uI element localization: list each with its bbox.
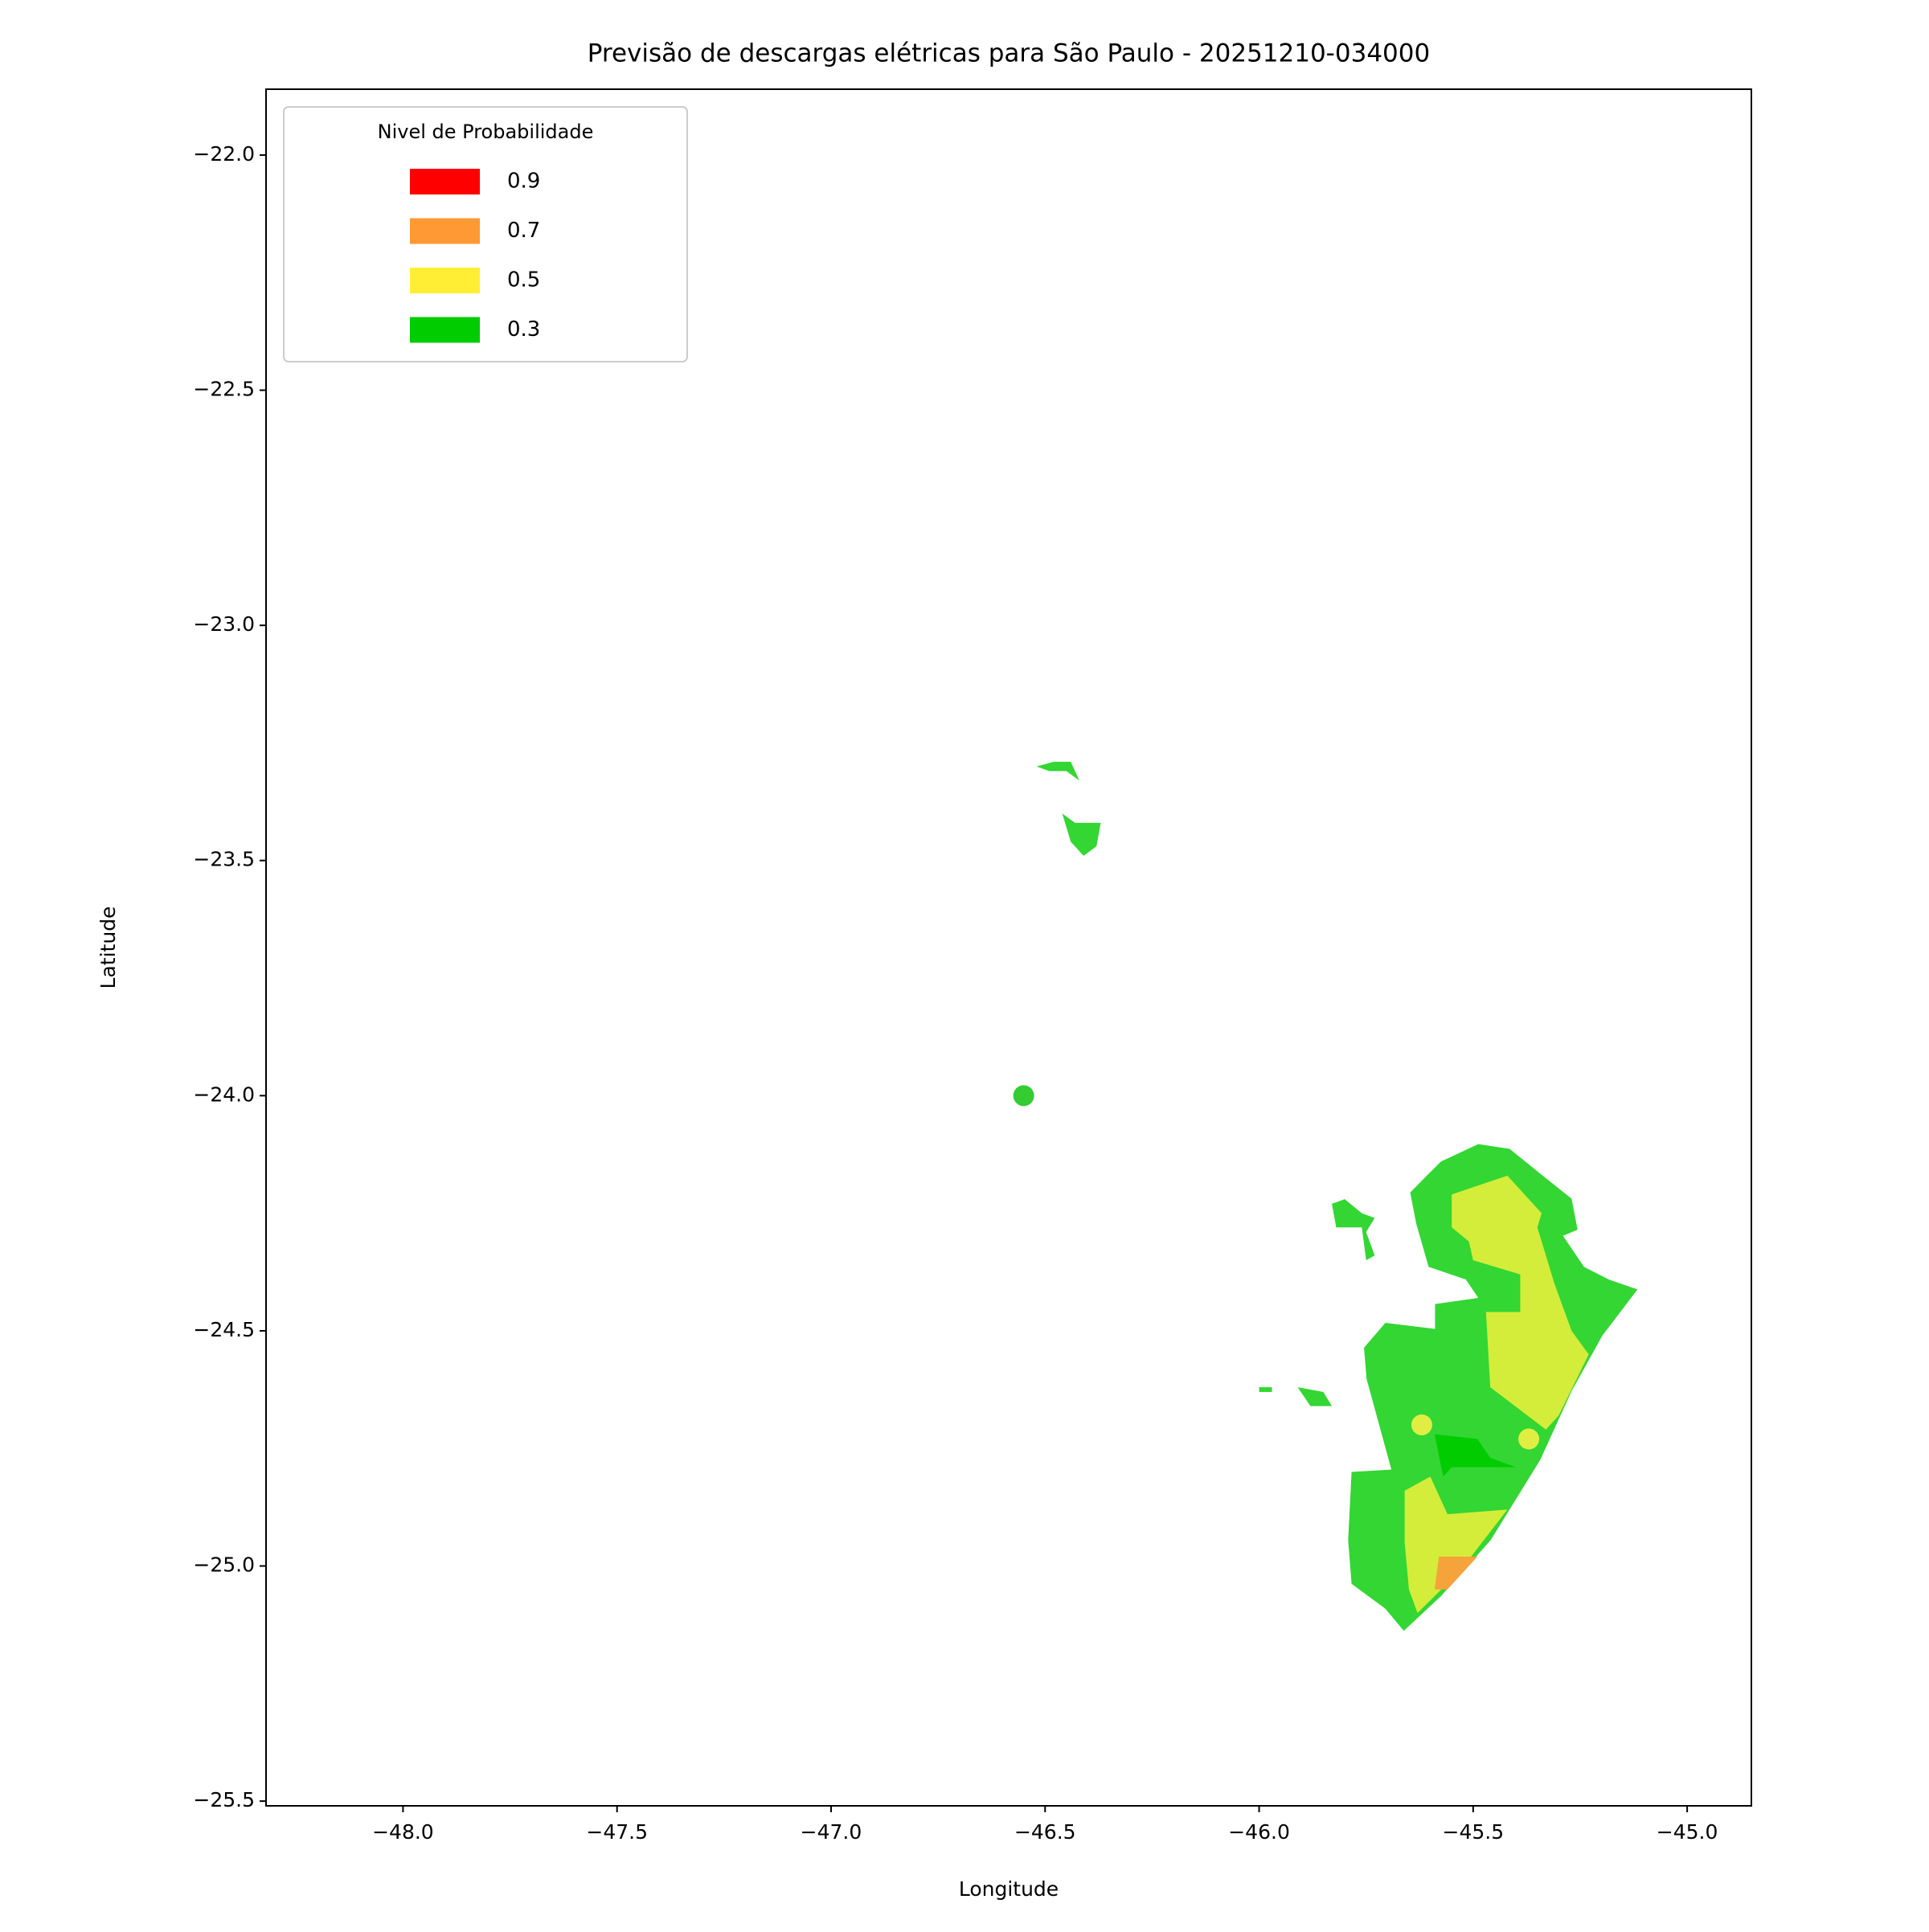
probability-region [1332, 1199, 1375, 1261]
probability-region [1404, 1476, 1508, 1614]
legend-swatch [410, 169, 480, 194]
probability-point [1518, 1428, 1540, 1450]
legend-label: 0.5 [507, 268, 540, 293]
probability-region [1434, 1556, 1478, 1590]
y-tick-label: −24.0 [193, 1083, 255, 1106]
y-tick-label: −25.5 [193, 1788, 255, 1811]
legend-swatch [410, 317, 480, 343]
x-tick-label: −47.5 [586, 1820, 648, 1844]
legend-swatch [410, 218, 480, 244]
probability-region [1452, 1175, 1589, 1430]
x-tick-label: −45.0 [1657, 1820, 1718, 1844]
probability-region [1036, 761, 1079, 781]
probability-region [1062, 813, 1101, 856]
y-tick-label: −25.0 [193, 1553, 255, 1577]
legend: Nivel de Probabilidade 0.9 0.7 0.5 0.3 [283, 106, 688, 362]
legend-title: Nivel de Probabilidade [378, 121, 594, 143]
axes-frame [265, 88, 1752, 1807]
probability-region [1259, 1387, 1272, 1393]
probability-point [1411, 1414, 1432, 1435]
x-axis-label: Longitude [959, 1877, 1059, 1901]
legend-box [283, 106, 688, 362]
x-tick-label: −45.5 [1443, 1820, 1505, 1844]
y-axis-label: Latitude [96, 907, 120, 989]
probability-region [1434, 1434, 1517, 1477]
chart-title: Previsão de descargas elétricas para São… [588, 39, 1430, 68]
x-tick-label: −47.0 [801, 1820, 862, 1844]
x-tick-label: −48.0 [372, 1820, 434, 1844]
probability-point [1013, 1085, 1034, 1107]
x-tick-label: −46.5 [1014, 1820, 1076, 1844]
probability-region [1297, 1387, 1333, 1406]
y-tick-label: −22.0 [193, 142, 255, 166]
x-tick-label: −46.0 [1228, 1820, 1290, 1844]
y-tick-label: −23.0 [193, 612, 255, 636]
legend-label: 0.9 [507, 170, 540, 194]
y-tick-label: −24.5 [193, 1318, 255, 1341]
legend-swatch [410, 268, 480, 293]
y-tick-label: −22.5 [193, 378, 255, 401]
plot-area [1013, 761, 1638, 1631]
legend-label: 0.3 [507, 317, 540, 342]
legend-label: 0.7 [507, 219, 540, 243]
y-tick-label: −23.5 [193, 848, 255, 871]
